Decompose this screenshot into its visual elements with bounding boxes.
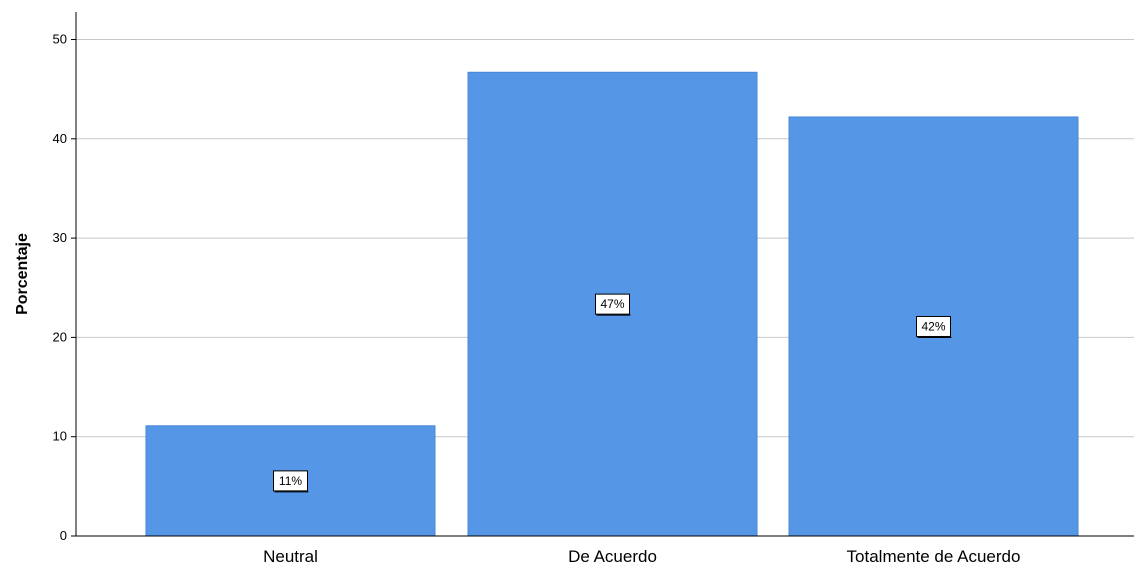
data-label: 47% — [595, 293, 631, 316]
x-tick-label: Neutral — [263, 547, 318, 566]
data-label: 42% — [916, 315, 952, 338]
y-axis-title: Porcentaje — [14, 233, 31, 315]
y-tick-label: 30 — [53, 230, 67, 245]
data-label-box — [916, 315, 951, 337]
data-label-box — [273, 470, 308, 492]
x-tick-labels: Neutral De Acuerdo Totalmente de Acuerdo — [263, 547, 1020, 566]
y-tick-label: 40 — [53, 131, 67, 146]
data-label-text: 11% — [279, 474, 302, 488]
x-tick-label: De Acuerdo — [568, 547, 657, 566]
data-label-box — [595, 293, 630, 315]
data-label: 11% — [273, 470, 309, 493]
y-tick-labels: 0 10 20 30 40 50 — [53, 32, 76, 543]
axes — [75, 12, 1134, 537]
bars — [145, 71, 1079, 537]
data-label-text: 47% — [600, 297, 624, 311]
data-label-text: 42% — [921, 319, 945, 333]
data-labels: 11% 47% 42% — [273, 293, 952, 493]
x-tick-label: Totalmente de Acuerdo — [847, 547, 1021, 566]
y-tick-label: 10 — [53, 429, 67, 444]
y-tick-label: 20 — [53, 329, 67, 344]
y-tick-label: 50 — [53, 32, 67, 47]
y-tick-label: 0 — [60, 528, 67, 543]
